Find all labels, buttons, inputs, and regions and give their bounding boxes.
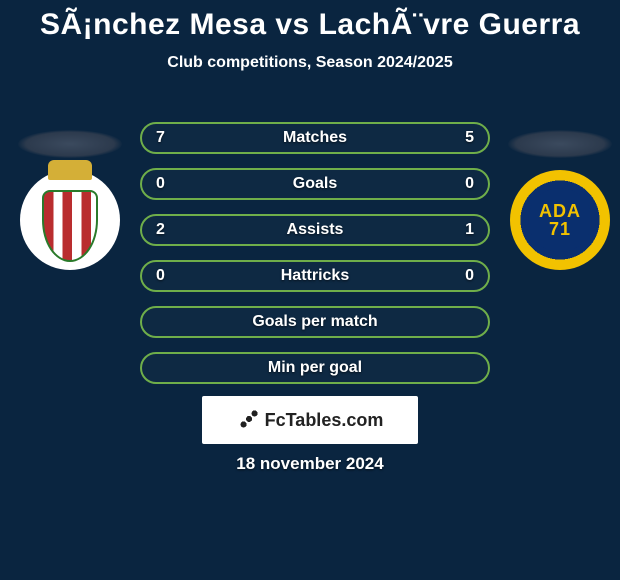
stat-row: 0 Hattricks 0 bbox=[140, 260, 490, 292]
crown-icon bbox=[48, 160, 92, 180]
stat-row: Goals per match bbox=[140, 306, 490, 338]
chart-icon bbox=[237, 409, 259, 431]
left-club-badge bbox=[20, 170, 120, 270]
page-title: SÃ¡nchez Mesa vs LachÃ¨vre Guerra bbox=[0, 0, 620, 42]
stat-label: Goals bbox=[184, 175, 446, 193]
stat-right-value: 0 bbox=[446, 175, 474, 193]
subtitle: Club competitions, Season 2024/2025 bbox=[0, 54, 620, 72]
stat-left-value: 0 bbox=[156, 267, 184, 285]
stat-label: Goals per match bbox=[184, 313, 446, 331]
left-club-crest bbox=[20, 170, 120, 270]
crest-text: ADA 71 bbox=[528, 188, 592, 252]
stat-left-value: 7 bbox=[156, 129, 184, 147]
stat-left-value: 2 bbox=[156, 221, 184, 239]
stat-label: Hattricks bbox=[184, 267, 446, 285]
stat-label: Assists bbox=[184, 221, 446, 239]
stat-row: 0 Goals 0 bbox=[140, 168, 490, 200]
stat-row: 7 Matches 5 bbox=[140, 122, 490, 154]
right-club-crest: ADA 71 bbox=[510, 170, 610, 270]
right-club-badge: ADA 71 bbox=[510, 170, 610, 270]
stat-label: Matches bbox=[184, 129, 446, 147]
stat-label: Min per goal bbox=[184, 359, 446, 377]
stat-left-value: 0 bbox=[156, 175, 184, 193]
shadow-ellipse bbox=[18, 130, 122, 158]
stat-row: Min per goal bbox=[140, 352, 490, 384]
date-label: 18 november 2024 bbox=[0, 454, 620, 474]
shield-icon bbox=[42, 190, 98, 262]
stat-row: 2 Assists 1 bbox=[140, 214, 490, 246]
watermark-text: FcTables.com bbox=[265, 410, 384, 431]
stat-right-value: 5 bbox=[446, 129, 474, 147]
stat-right-value: 1 bbox=[446, 221, 474, 239]
shadow-ellipse bbox=[508, 130, 612, 158]
stats-table: 7 Matches 5 0 Goals 0 2 Assists 1 0 Hatt… bbox=[140, 122, 490, 398]
stat-right-value: 0 bbox=[446, 267, 474, 285]
watermark: FcTables.com bbox=[202, 396, 418, 444]
